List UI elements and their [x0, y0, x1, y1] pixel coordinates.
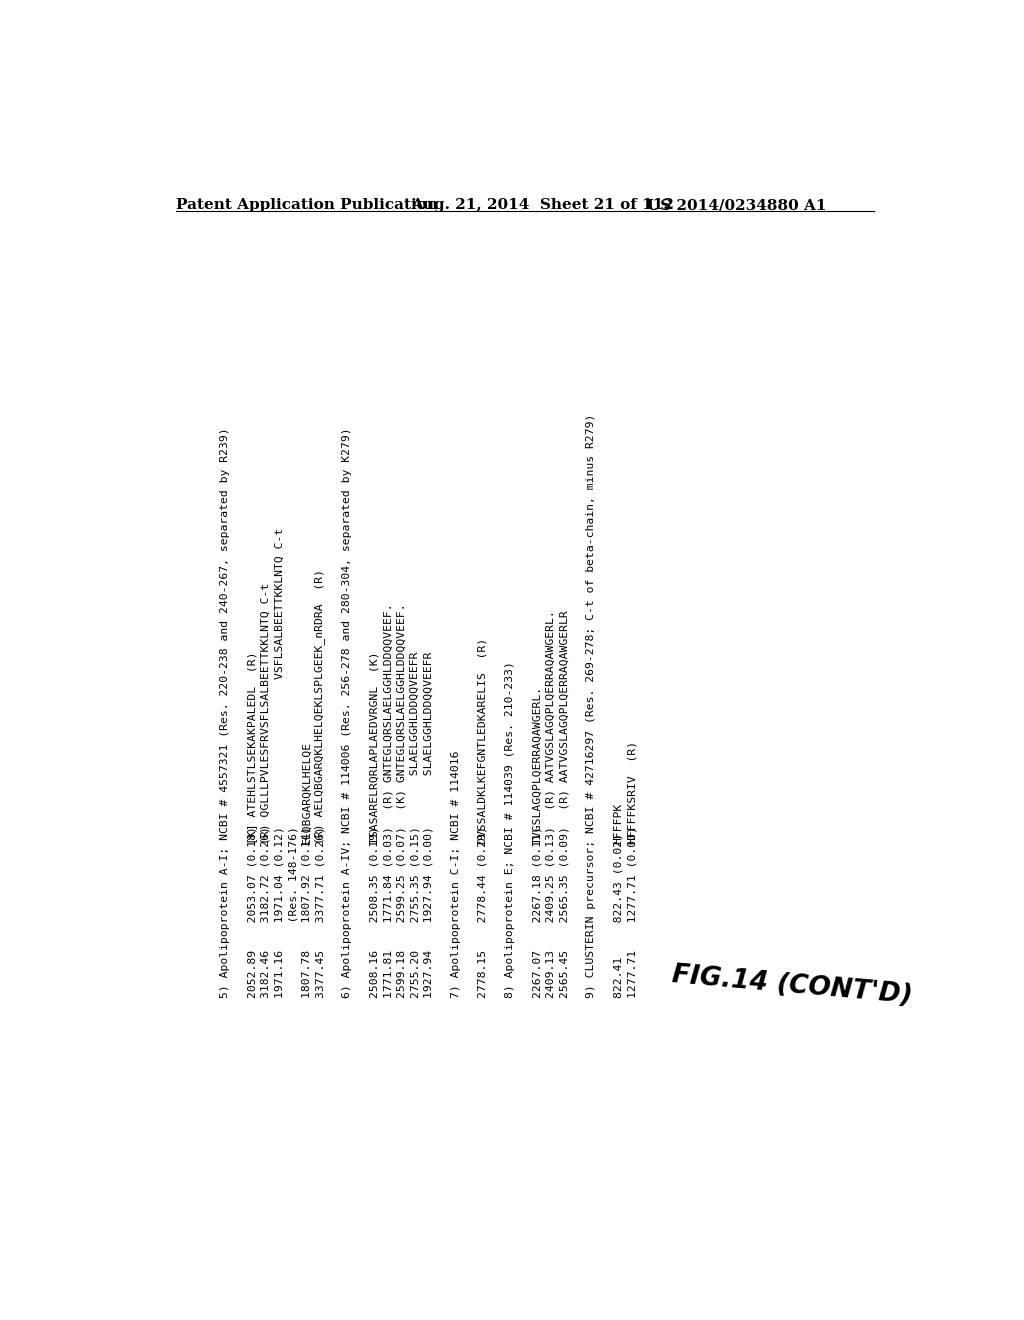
Text: SLAELGGHLDDQQVEEFR: SLAELGGHLDDQQVEEFR: [424, 651, 434, 843]
Text: DVSSALDKLKEFGNTLEDKARELIS  (R): DVSSALDKLKEFGNTLEDKARELIS (R): [478, 638, 488, 843]
Text: (R) AATVGSLAGQPLQERRAQAWGERL.: (R) AATVGSLAGQPLQERRAQAWGERL.: [546, 610, 556, 843]
Text: (R) QGLLLPVLESFRVSFLSALBEETTKKLNTQ C-t: (R) QGLLLPVLESFRVSFLSALBEETTKKLNTQ C-t: [261, 582, 271, 843]
Text: ISASARELRQRLAPLAEDVRGNL  (K): ISASARELRQRLAPLAEDVRGNL (K): [370, 651, 380, 843]
Text: 7) Apolipoprotein C-I; NCBI # 114016: 7) Apolipoprotein C-I; NCBI # 114016: [451, 750, 461, 998]
Text: Patent Application Publication: Patent Application Publication: [176, 198, 438, 213]
Text: 1277.71    1277.71 (0.00): 1277.71 1277.71 (0.00): [627, 826, 637, 998]
Text: 5) Apolipoprotein A-I; NCBI # 4557321 (Res. 220-238 and 240-267, separated by R2: 5) Apolipoprotein A-I; NCBI # 4557321 (R…: [220, 428, 230, 998]
Text: ELQBGARQKLHELQE: ELQBGARQKLHELQE: [302, 741, 311, 843]
Text: 2755.20    2755.35 (0.15): 2755.20 2755.35 (0.15): [411, 826, 420, 998]
Text: VSFLSALBEETTKKLNTQ C-t: VSFLSALBEETTKKLNTQ C-t: [274, 528, 285, 843]
Text: 3182.46    3182.72 (0.26): 3182.46 3182.72 (0.26): [261, 826, 271, 998]
Text: 2409.13    2409.25 (0.13): 2409.13 2409.25 (0.13): [546, 826, 556, 998]
Text: (R) AELQBGARQKLHELQEKLSPLGEEK_nRDRA  (R): (R) AELQBGARQKLHELQEKLSPLGEEK_nRDRA (R): [314, 569, 326, 843]
Text: 9) CLUSTERIN precursor; NCBI # 42716297 (Res. 269-278; C-t of beta-chain, minus : 9) CLUSTERIN precursor; NCBI # 42716297 …: [587, 413, 597, 998]
Text: 1771.81    1771.84 (0.03): 1771.81 1771.84 (0.03): [383, 826, 393, 998]
Text: 1807.78    1807.92 (0.14): 1807.78 1807.92 (0.14): [302, 826, 311, 998]
Text: SLAELGGHLDDQQVEEFR: SLAELGGHLDDQQVEEFR: [411, 651, 420, 843]
Text: 2565.45    2565.35 (0.09): 2565.45 2565.35 (0.09): [559, 826, 569, 998]
Text: (K) GNTEGLQRSLAELGGHLDDQQVEEF.: (K) GNTEGLQRSLAELGGHLDDQQVEEF.: [396, 603, 407, 843]
Text: 2599.18    2599.25 (0.07): 2599.18 2599.25 (0.07): [396, 826, 407, 998]
Text: US 2014/0234880 A1: US 2014/0234880 A1: [647, 198, 826, 213]
Text: FIG.14 (CONT'D): FIG.14 (CONT'D): [671, 962, 913, 1010]
Text: 1971.16    1971.04 (0.12): 1971.16 1971.04 (0.12): [274, 826, 285, 998]
Text: HFFFPK: HFFFPK: [613, 803, 624, 843]
Text: Aug. 21, 2014  Sheet 21 of 112: Aug. 21, 2014 Sheet 21 of 112: [411, 198, 674, 213]
Text: 2508.16    2508.35 (0.19): 2508.16 2508.35 (0.19): [370, 826, 380, 998]
Text: (R) AATVGSLAGQPLQERRAQAWGERLR: (R) AATVGSLAGQPLQERRAQAWGERLR: [559, 610, 569, 843]
Text: 6) Apolipoprotein A-IV; NCBI # 114006 (Res. 256-278 and 280-304, separated by K2: 6) Apolipoprotein A-IV; NCBI # 114006 (R…: [342, 428, 352, 998]
Text: TVGSLAGQPLQERRAQAWGERL.: TVGSLAGQPLQERRAQAWGERL.: [532, 685, 543, 843]
Text: (R) GNTEGLQRSLAELGGHLDDQQVEEF.: (R) GNTEGLQRSLAELGGHLDDQQVEEF.: [383, 603, 393, 843]
Text: 8) Apolipoprotein E; NCBI # 114039 (Res. 210-233): 8) Apolipoprotein E; NCBI # 114039 (Res.…: [505, 661, 515, 998]
Text: [K] ATEHLSTLSEKAKPALEDL  (R): [K] ATEHLSTLSEKAKPALEDL (R): [248, 651, 257, 843]
Text: 3377.45    3377.71 (0.26): 3377.45 3377.71 (0.26): [315, 826, 326, 998]
Text: 2267.07    2267.18 (0.11): 2267.07 2267.18 (0.11): [532, 826, 543, 998]
Text: 2052.89    2053.07 (0.18): 2052.89 2053.07 (0.18): [248, 826, 257, 998]
Text: 2778.15    2778.44 (0.29): 2778.15 2778.44 (0.29): [478, 826, 488, 998]
Text: 1927.94    1927.94 (0.00): 1927.94 1927.94 (0.00): [424, 826, 434, 998]
Text: 822.41     822.43 (0.02): 822.41 822.43 (0.02): [613, 833, 624, 998]
Text: HFFFFKSRIV  (R): HFFFFKSRIV (R): [627, 741, 637, 843]
Text: (Res. 148-176): (Res. 148-176): [288, 826, 298, 998]
